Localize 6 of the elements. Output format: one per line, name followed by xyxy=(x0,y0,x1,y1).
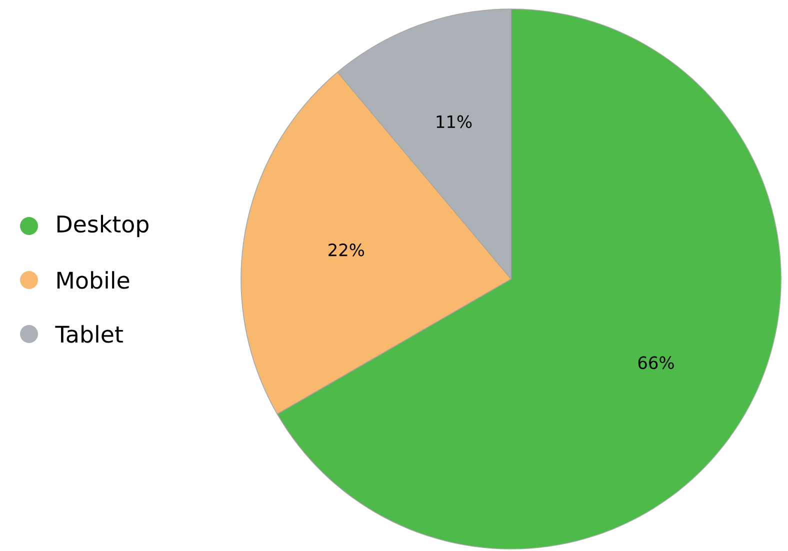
data-label: 22% xyxy=(328,244,364,256)
data-label: 66% xyxy=(638,356,674,370)
legend-label: Tablet xyxy=(55,325,123,343)
legend-label: Mobile xyxy=(57,271,130,289)
legend-label: Desktop xyxy=(57,214,148,238)
data-label: 11% xyxy=(436,115,472,128)
